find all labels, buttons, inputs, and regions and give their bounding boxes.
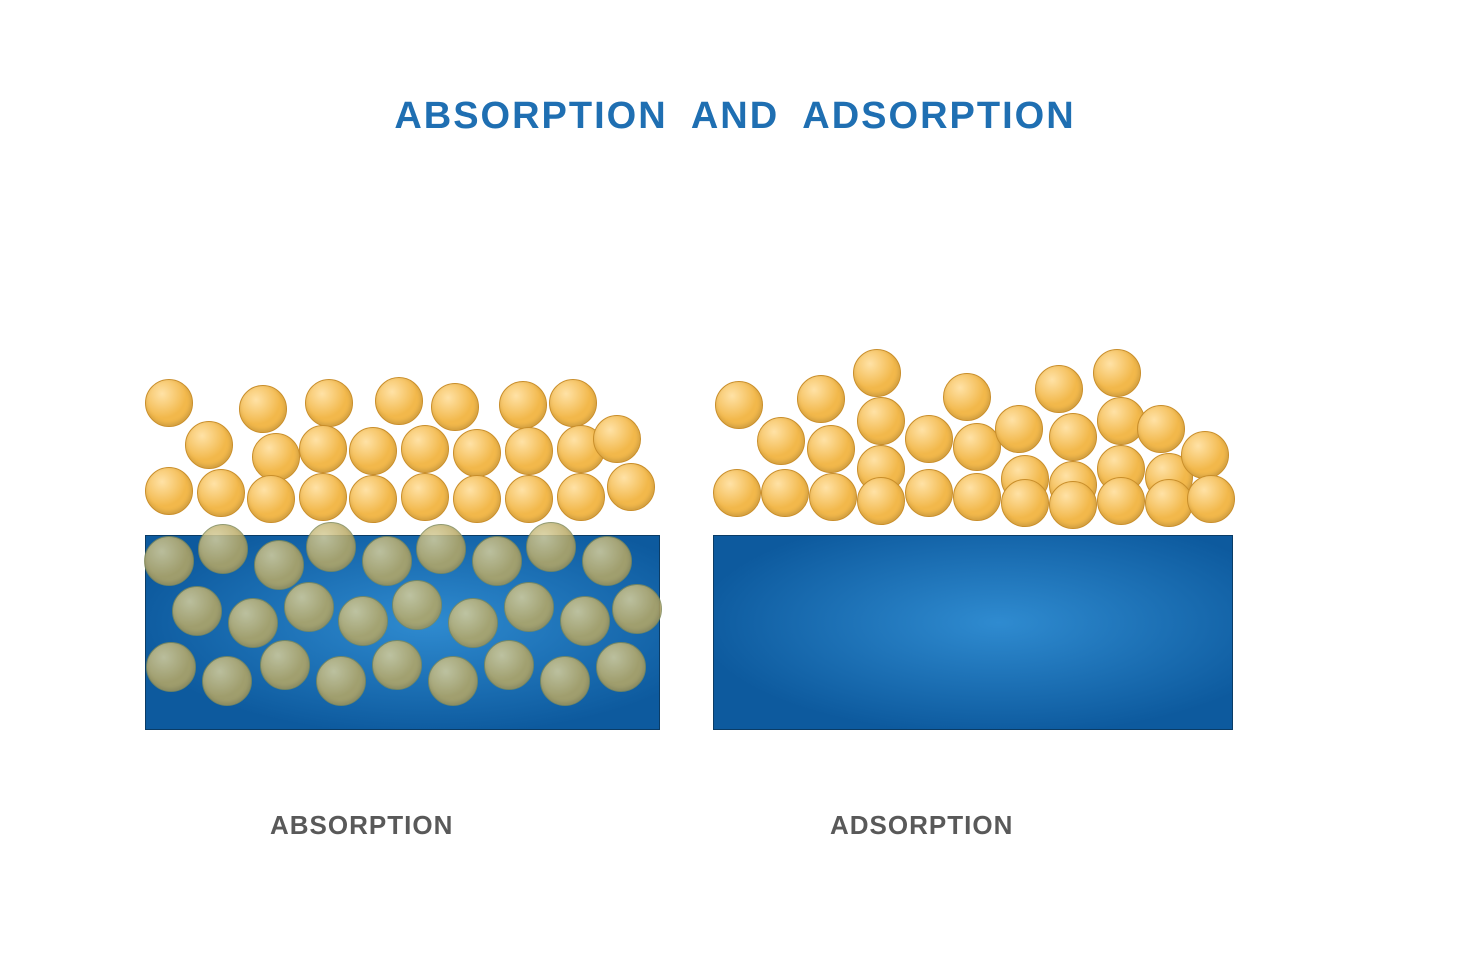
particle xyxy=(857,477,905,525)
particle xyxy=(757,417,805,465)
particle xyxy=(172,586,222,636)
particle xyxy=(953,423,1001,471)
particle xyxy=(1181,431,1229,479)
particle xyxy=(1035,365,1083,413)
particle xyxy=(472,536,522,586)
particle xyxy=(198,524,248,574)
particle xyxy=(401,473,449,521)
particle xyxy=(905,415,953,463)
particle xyxy=(612,584,662,634)
particle xyxy=(995,405,1043,453)
particle xyxy=(499,381,547,429)
particle xyxy=(431,383,479,431)
adsorption-medium xyxy=(713,535,1233,730)
particle xyxy=(853,349,901,397)
particle xyxy=(560,596,610,646)
particle xyxy=(953,473,1001,521)
particle xyxy=(593,415,641,463)
particle xyxy=(1049,413,1097,461)
particle xyxy=(375,377,423,425)
particle xyxy=(372,640,422,690)
particle xyxy=(1097,477,1145,525)
particle xyxy=(299,473,347,521)
particle xyxy=(260,640,310,690)
diagram-stage: ABSORPTION AND ADSORPTION ABSORPTION ADS… xyxy=(0,0,1470,980)
particle xyxy=(761,469,809,517)
particle xyxy=(1145,479,1193,527)
particle xyxy=(284,582,334,632)
particle xyxy=(362,536,412,586)
particle xyxy=(453,429,501,477)
particle xyxy=(557,473,605,521)
particle xyxy=(1001,479,1049,527)
particle xyxy=(484,640,534,690)
particle xyxy=(349,475,397,523)
particle xyxy=(202,656,252,706)
particle xyxy=(197,469,245,517)
particle xyxy=(549,379,597,427)
particle xyxy=(526,522,576,572)
particle xyxy=(540,656,590,706)
particle xyxy=(144,536,194,586)
particle xyxy=(252,433,300,481)
particle xyxy=(797,375,845,423)
particle xyxy=(247,475,295,523)
particle xyxy=(448,598,498,648)
particle xyxy=(146,642,196,692)
particle xyxy=(145,379,193,427)
particle xyxy=(807,425,855,473)
particle xyxy=(715,381,763,429)
particle xyxy=(239,385,287,433)
particle xyxy=(145,467,193,515)
absorption-label: ABSORPTION xyxy=(270,810,453,841)
particle xyxy=(306,522,356,572)
adsorption-label: ADSORPTION xyxy=(830,810,1013,841)
particle xyxy=(349,427,397,475)
particle xyxy=(338,596,388,646)
particle xyxy=(905,469,953,517)
particle xyxy=(504,582,554,632)
particle xyxy=(943,373,991,421)
particle xyxy=(453,475,501,523)
particle xyxy=(607,463,655,511)
particle xyxy=(1093,349,1141,397)
particle xyxy=(505,475,553,523)
particle xyxy=(809,473,857,521)
particle xyxy=(299,425,347,473)
particle xyxy=(305,379,353,427)
particle xyxy=(254,540,304,590)
particle xyxy=(1049,481,1097,529)
particle xyxy=(582,536,632,586)
particle xyxy=(596,642,646,692)
particle xyxy=(1137,405,1185,453)
main-title: ABSORPTION AND ADSORPTION xyxy=(0,95,1470,138)
particle xyxy=(228,598,278,648)
particle xyxy=(713,469,761,517)
particle xyxy=(392,580,442,630)
particle xyxy=(316,656,366,706)
particle xyxy=(185,421,233,469)
particle xyxy=(416,524,466,574)
particle xyxy=(428,656,478,706)
particle xyxy=(505,427,553,475)
particle xyxy=(401,425,449,473)
particle xyxy=(857,397,905,445)
particle xyxy=(1187,475,1235,523)
